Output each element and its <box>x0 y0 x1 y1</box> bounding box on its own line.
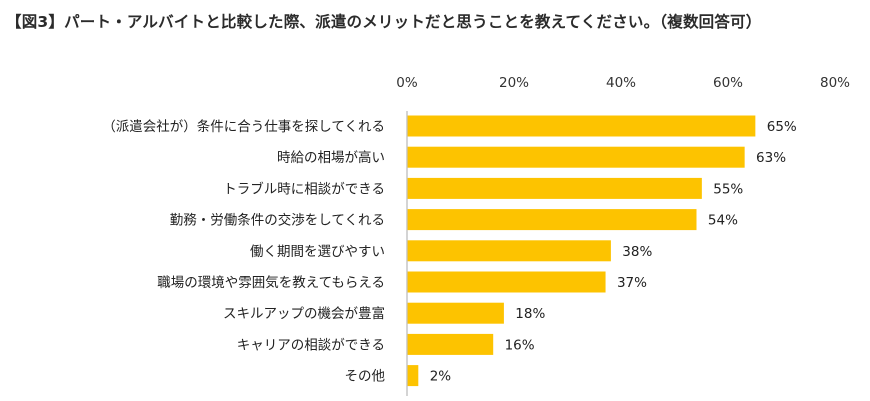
bar <box>407 115 756 137</box>
bar <box>407 177 702 199</box>
category-label: 勤務・労働条件の交渉をしてくれる <box>170 212 385 229</box>
value-label: 65% <box>767 119 797 135</box>
value-label: 16% <box>505 337 535 353</box>
bar <box>407 365 419 387</box>
bar <box>407 209 697 231</box>
category-labels: （派遣会社が）条件に合う仕事を探してくれる時給の相場が高いトラブル時に相談ができ… <box>102 118 385 385</box>
value-label: 54% <box>708 213 738 229</box>
bar <box>407 240 611 262</box>
value-labels: 65% 63% 55% 54% 38% 37% 18% 16% 2% <box>430 119 797 385</box>
category-label: スキルアップの機会が豊富 <box>223 305 385 322</box>
category-label: トラブル時に相談ができる <box>223 180 385 197</box>
value-label: 2% <box>430 369 452 385</box>
x-tick-label: 40% <box>606 75 636 91</box>
category-label: 時給の相場が高い <box>277 149 385 166</box>
x-tick-label: 0% <box>396 75 418 91</box>
value-label: 63% <box>756 150 786 166</box>
category-label: （派遣会社が）条件に合う仕事を探してくれる <box>102 118 385 135</box>
bar <box>407 333 494 355</box>
x-axis-ticks: 0% 20% 40% 60% 80% <box>396 75 850 91</box>
category-label: 職場の環境や雰囲気を教えてもらえる <box>157 275 385 291</box>
bars-group <box>407 115 756 387</box>
bar <box>407 302 504 324</box>
value-label: 37% <box>617 275 647 291</box>
category-label: その他 <box>345 369 386 385</box>
bar <box>407 146 745 168</box>
value-label: 18% <box>515 306 545 322</box>
x-tick-label: 80% <box>820 75 850 91</box>
x-tick-label: 60% <box>713 75 743 91</box>
x-tick-label: 20% <box>499 75 529 91</box>
chart-title: 【図3】パート・アルバイトと比較した際、派遣のメリットだと思うことを教えてくださ… <box>6 13 762 31</box>
value-label: 55% <box>713 181 743 197</box>
value-label: 38% <box>622 244 652 260</box>
category-label: キャリアの相談ができる <box>237 337 385 353</box>
bar <box>407 271 606 293</box>
category-label: 働く期間を選びやすい <box>250 244 385 260</box>
